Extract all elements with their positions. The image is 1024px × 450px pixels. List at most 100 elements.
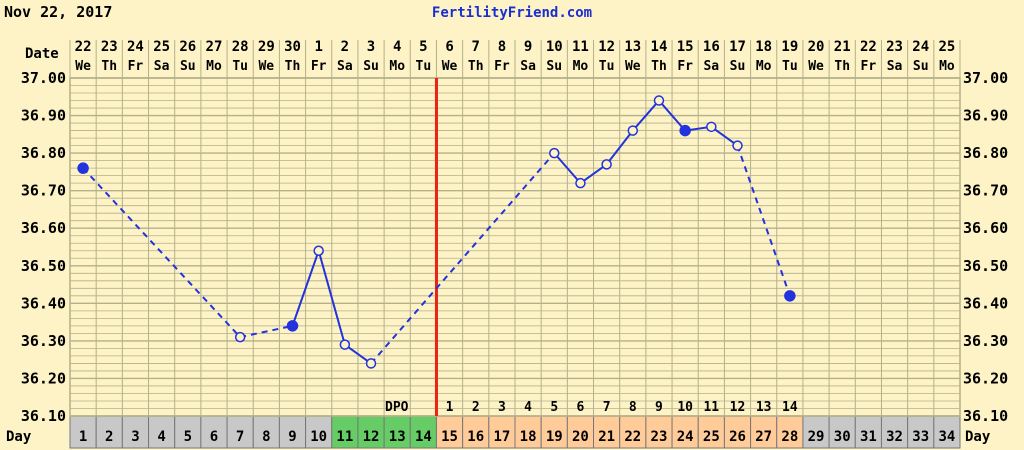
y-tick-label-right: 36.30: [963, 332, 1008, 350]
cycle-day-number: 15: [441, 429, 458, 445]
cycle-day-number: 14: [415, 429, 432, 445]
date-number: 9: [524, 39, 532, 55]
weekday-label: Fr: [677, 59, 693, 74]
dpo-number: 13: [756, 400, 772, 415]
cycle-day-number: 33: [912, 429, 929, 445]
date-number: 26: [179, 39, 196, 55]
date-number: 12: [598, 39, 615, 55]
chart-date: Nov 22, 2017: [4, 3, 112, 21]
temp-segment: [579, 163, 608, 184]
y-tick-label: 36.90: [21, 107, 66, 125]
weekday-label: Fr: [494, 59, 510, 74]
cycle-day-number: 21: [598, 429, 615, 445]
temp-point-filled: [784, 290, 796, 302]
weekday-label: Mo: [206, 59, 222, 74]
y-tick-label: 36.70: [21, 182, 66, 200]
day-cell: [252, 415, 280, 449]
date-number: 22: [75, 39, 92, 55]
cycle-day-number: 20: [572, 429, 589, 445]
cycle-day-number: 17: [493, 429, 510, 445]
day-cell: [69, 415, 97, 449]
date-number: 29: [258, 39, 275, 55]
y-tick-label-right: 36.60: [963, 219, 1008, 237]
date-number: 18: [755, 39, 772, 55]
cycle-day-number: 8: [262, 429, 270, 445]
cycle-day-number: 13: [389, 429, 406, 445]
weekday-label: We: [75, 59, 91, 74]
date-number: 25: [938, 39, 955, 55]
y-tick-label: 36.80: [21, 144, 66, 162]
weekday-label: Th: [834, 59, 850, 74]
weekday-label: Sa: [887, 59, 903, 74]
day-cell: [802, 415, 830, 449]
day-cell: [226, 415, 254, 449]
weekday-label: Su: [180, 59, 196, 74]
temp-point-open: [575, 177, 586, 189]
date-number: 27: [206, 39, 223, 55]
temp-segment: [605, 129, 634, 165]
dpo-number: 11: [703, 400, 719, 415]
weekday-label: Su: [363, 59, 379, 74]
day-cell: [750, 415, 778, 449]
site-link[interactable]: FertilityFriend.com: [432, 5, 592, 21]
temp-point-open: [313, 245, 324, 257]
cycle-day-number: 2: [105, 429, 113, 445]
y-tick-label: 36.50: [21, 257, 66, 275]
temp-segment: [82, 167, 241, 338]
temp-segment: [710, 126, 739, 147]
weekday-label: Sa: [154, 59, 170, 74]
cycle-day-number: 27: [755, 429, 772, 445]
cycle-day-number: 1: [79, 429, 87, 445]
date-number: 1: [314, 39, 322, 55]
cycle-day-number: 22: [624, 429, 641, 445]
day-cell: [278, 415, 307, 449]
y-tick-label: 36.10: [21, 407, 66, 425]
date-number: 6: [445, 39, 453, 55]
weekday-label: We: [808, 59, 824, 74]
cycle-day-number: 32: [886, 429, 903, 445]
day-cell: [776, 415, 804, 449]
temp-segment: [370, 152, 556, 365]
date-number: 21: [834, 39, 851, 55]
cycle-day-number: 25: [703, 429, 720, 445]
dpo-number: 3: [498, 400, 506, 415]
date-number: 13: [624, 39, 641, 55]
temp-point-filled: [679, 124, 691, 137]
weekday-label: Th: [468, 59, 484, 74]
y-tick-label: 36.40: [21, 294, 66, 312]
date-number: 17: [729, 39, 746, 55]
day-cell: [645, 415, 673, 449]
cycle-day-number: 28: [781, 429, 798, 445]
weekday-label: Tu: [416, 59, 432, 74]
dpo-number: 1: [446, 400, 454, 415]
weekday-label: Su: [913, 59, 929, 74]
temp-point-open: [653, 95, 665, 106]
cycle-day-number: 29: [808, 429, 825, 445]
date-number: 4: [393, 39, 401, 55]
weekday-label: Th: [285, 59, 301, 74]
cycle-day-number: 16: [467, 429, 484, 445]
temp-point-open: [549, 147, 560, 159]
temp-segment: [291, 250, 320, 327]
cycle-day-number: 9: [288, 429, 296, 445]
temp-segment: [553, 152, 582, 184]
weekday-label: Fr: [128, 59, 144, 74]
cycle-day-number: 23: [651, 429, 668, 445]
cycle-day-number: 10: [310, 429, 327, 445]
date-number: 23: [101, 39, 118, 55]
day-cell: [383, 415, 411, 449]
cycle-day-number: 19: [546, 429, 563, 445]
cycle-day-number: 18: [520, 429, 537, 445]
dpo-number: 5: [550, 400, 558, 415]
weekday-label: Mo: [756, 59, 772, 74]
cycle-day-number: 30: [834, 429, 851, 445]
date-number: 5: [419, 39, 427, 55]
dpo-label: DPO: [385, 400, 409, 415]
cycle-day-number: 3: [131, 429, 139, 445]
date-number: 16: [703, 39, 720, 55]
cycle-day-number: 11: [336, 429, 353, 445]
y-tick-label-right: 36.10: [963, 407, 1008, 425]
temp-point-open: [234, 331, 246, 343]
dpo-number: 6: [577, 400, 585, 415]
temp-point-open: [339, 339, 351, 350]
